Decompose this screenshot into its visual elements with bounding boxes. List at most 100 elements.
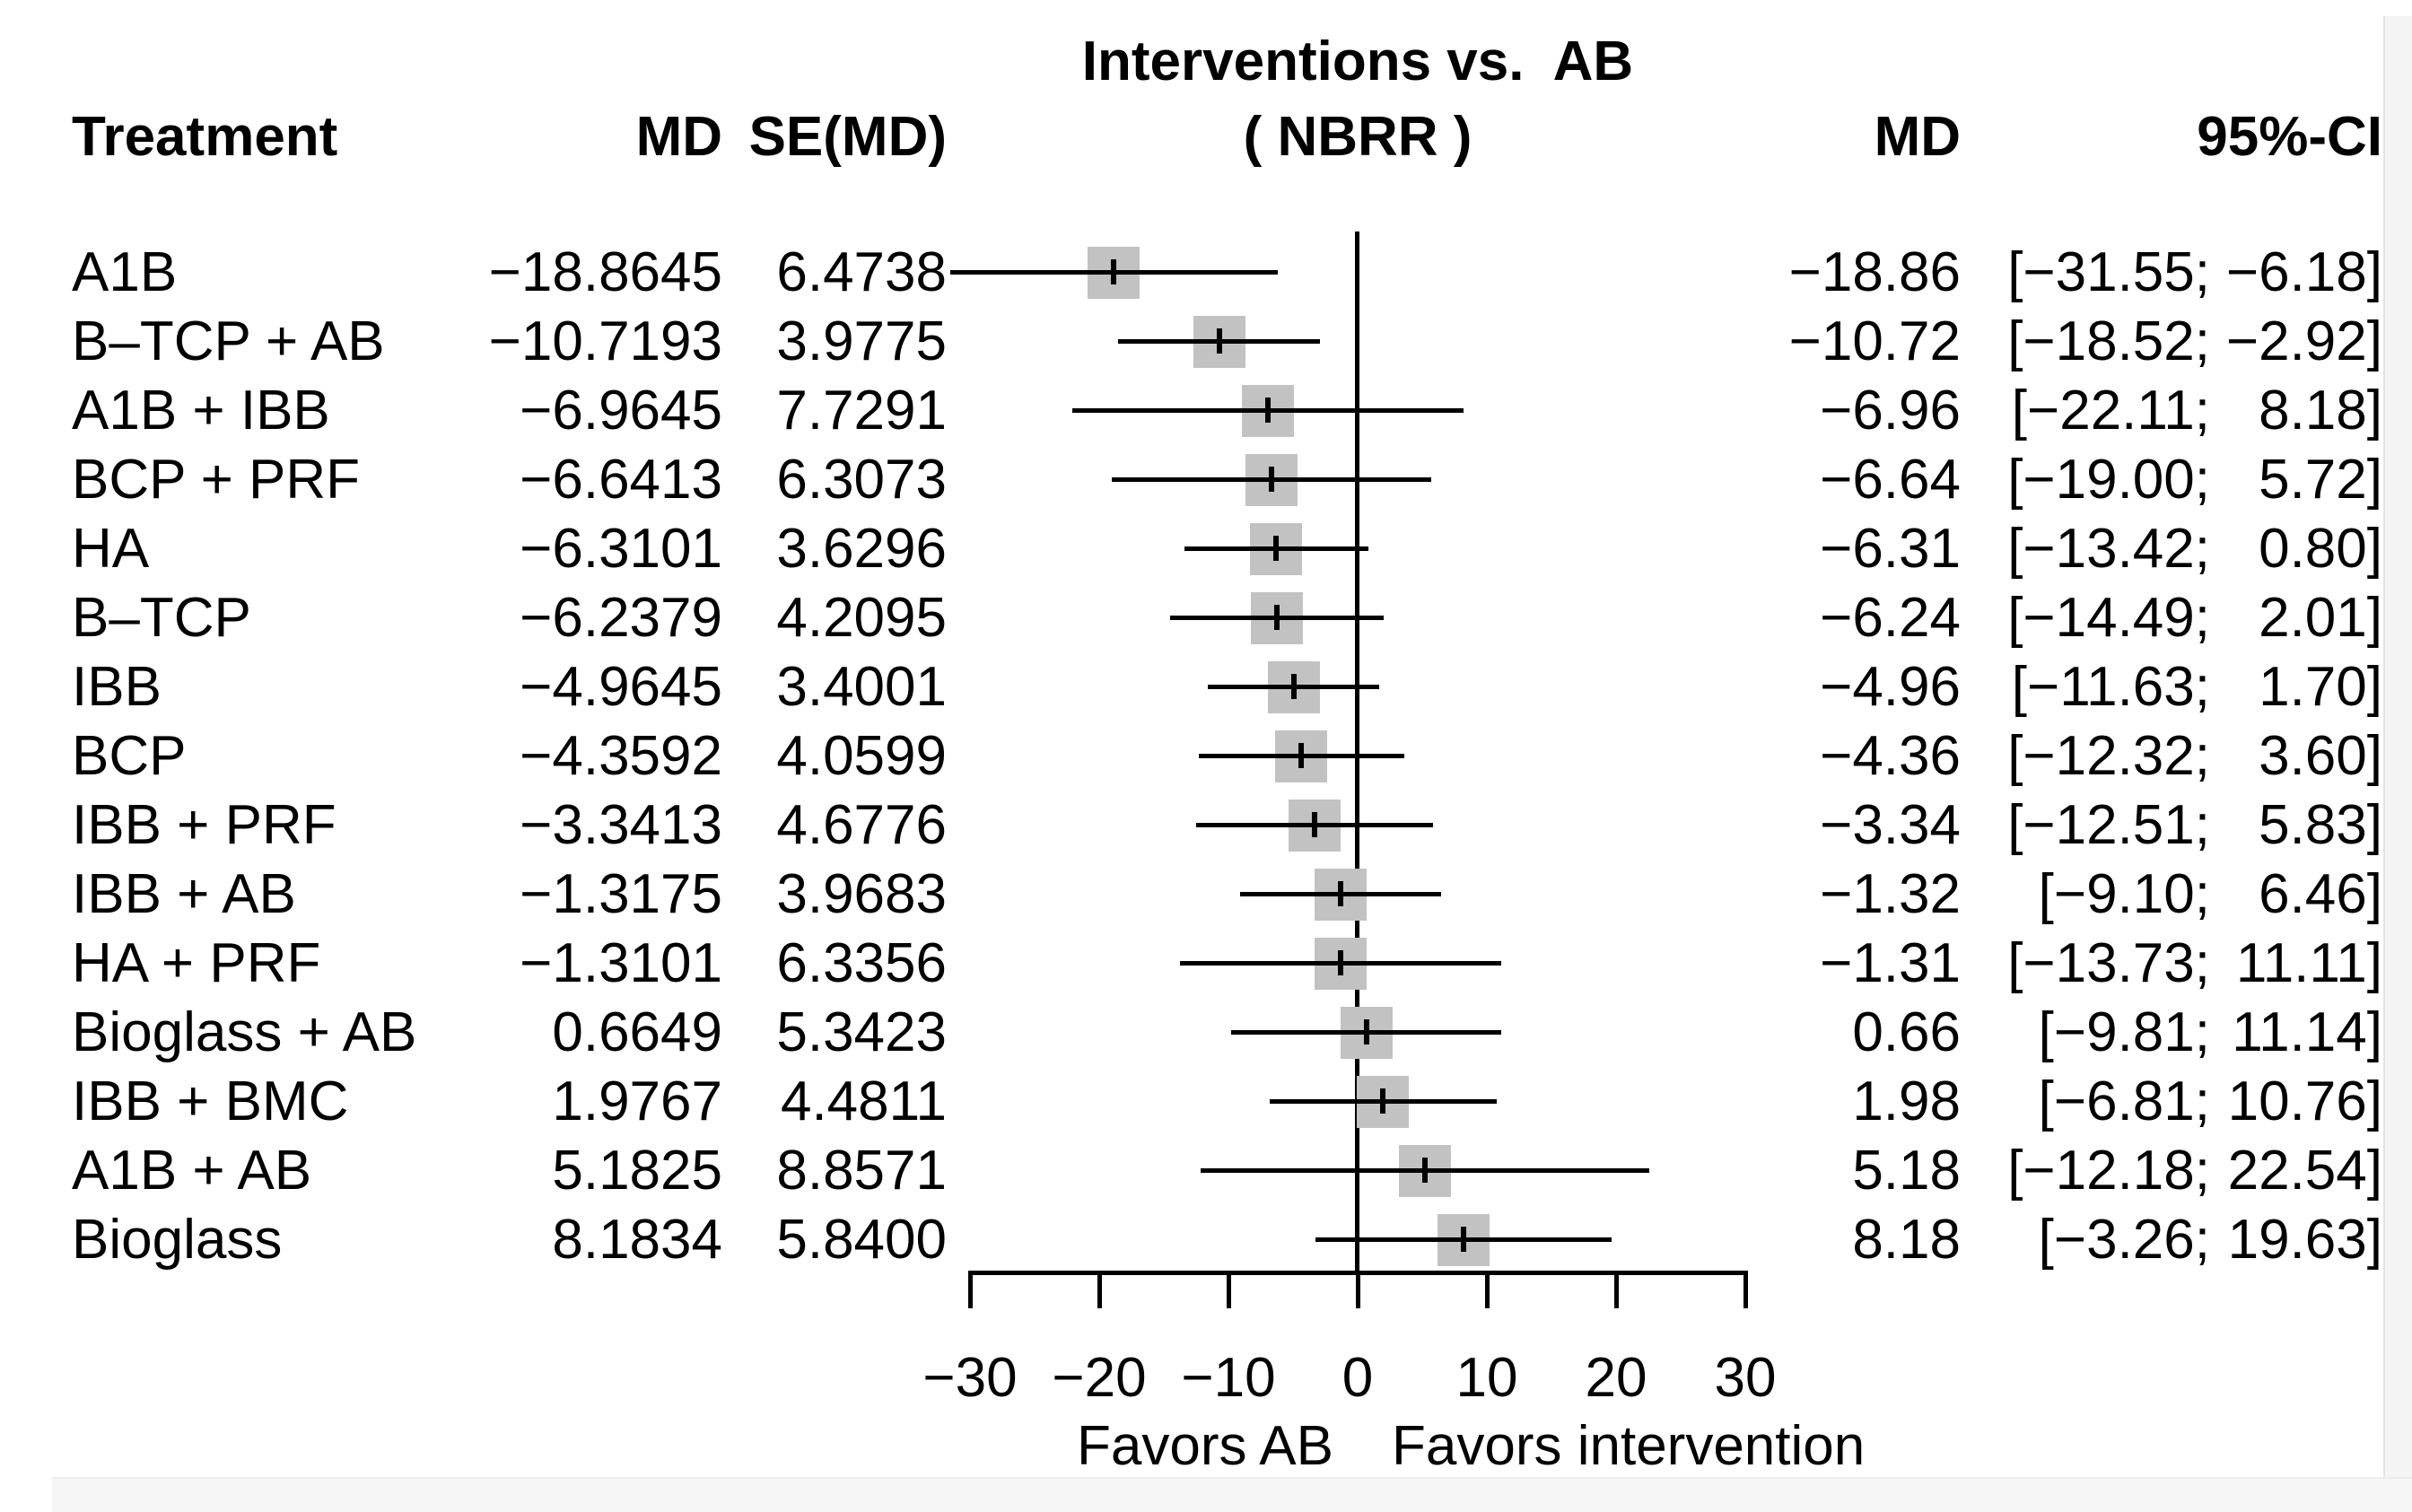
ci-upper-bound: 5.72]	[2259, 449, 2382, 511]
md-exact-value: 1.9767	[552, 1071, 722, 1132]
ci-upper-bound: 2.01]	[2259, 587, 2382, 649]
treatment-label: Bioglass	[72, 1209, 283, 1271]
ci-upper-bound: 11.11]	[2235, 932, 2382, 994]
ci-upper-bound: 10.76]	[2227, 1071, 2382, 1132]
ci-text: [−22.11; 8.18]	[1965, 376, 2382, 445]
md-exact-value: −1.3175	[520, 863, 722, 925]
md-summary-value: −1.32	[1820, 863, 1961, 925]
axis-tick-label: −20	[1052, 1347, 1147, 1409]
treatment-label: A1B + AB	[72, 1140, 312, 1202]
se-value: 6.3073	[776, 449, 947, 511]
md-exact-value: 0.6649	[552, 1001, 722, 1063]
md-exact-value: −4.9645	[520, 656, 722, 718]
ci-plot-cell	[947, 307, 1786, 376]
column-header-md-summary: MD	[1874, 106, 1961, 168]
ci-plot-cell	[947, 445, 1786, 514]
md-summary-value: −1.31	[1820, 932, 1961, 994]
ci-text: [−14.49; 2.01]	[1965, 583, 2382, 652]
effect-tick	[1264, 398, 1271, 423]
column-header-se: SE(MD)	[748, 106, 947, 168]
se-value: 3.4001	[776, 656, 947, 718]
ci-lower-bound: [−13.42;	[2007, 518, 2210, 580]
ci-upper-bound: 8.18]	[2259, 380, 2382, 441]
md-exact-value: 5.1825	[552, 1140, 722, 1202]
effect-tick	[1421, 1158, 1428, 1183]
zero-reference-line	[1355, 232, 1359, 1271]
treatment-label: A1B	[72, 241, 178, 303]
md-summary-value: −3.34	[1820, 794, 1961, 856]
ci-text: [−9.10; 6.46]	[1965, 860, 2382, 929]
ci-lower-bound: [−19.00;	[2007, 449, 2210, 511]
column-header-ci: 95%-CI	[2197, 106, 2382, 168]
ci-upper-bound: −2.92]	[2225, 310, 2382, 372]
ci-text: [−9.81; 11.14]	[1965, 998, 2382, 1067]
plot-title: Interventions vs. AB	[1081, 31, 1634, 92]
ci-lower-bound: [−9.81;	[2038, 1001, 2210, 1063]
se-value: 4.4811	[780, 1071, 947, 1132]
ci-lower-bound: [−13.73;	[2007, 932, 2210, 994]
ci-text: [−12.51; 5.83]	[1965, 791, 2382, 860]
ci-plot-cell	[947, 998, 1786, 1067]
table-row: HA −6.3101 3.6296 −6.31 [−13.42; 0.80]	[0, 514, 2412, 583]
treatment-label: B–TCP	[72, 587, 251, 649]
axis-tick	[1356, 1271, 1360, 1308]
ci-plot-cell	[947, 376, 1786, 445]
effect-tick	[1311, 812, 1317, 837]
table-row: B–TCP −6.2379 4.2095 −6.24 [−14.49; 2.01]	[0, 583, 2412, 652]
treatment-label: IBB + BMC	[72, 1071, 349, 1132]
table-row: IBB −4.9645 3.4001 −4.96 [−11.63; 1.70]	[0, 652, 2412, 721]
effect-tick	[1269, 467, 1275, 492]
ci-plot-cell	[947, 583, 1786, 652]
table-row: IBB + BMC 1.9767 4.4811 1.98 [−6.81; 10.76]	[0, 1067, 2412, 1136]
axis-tick-label: −10	[1181, 1347, 1276, 1409]
md-summary-value: −4.36	[1820, 725, 1961, 787]
se-value: 6.3356	[776, 932, 947, 994]
ci-upper-bound: 19.63]	[2227, 1209, 2382, 1271]
axis-tick	[1097, 1271, 1102, 1308]
table-row: Bioglass 8.1834 5.8400 8.18 [−3.26; 19.63]	[0, 1205, 2412, 1274]
column-header-treatment: Treatment	[72, 106, 338, 168]
table-row: Bioglass + AB 0.6649 5.3423 0.66 [−9.81; 11.1…	[0, 998, 2412, 1067]
se-value: 5.3423	[776, 1001, 947, 1063]
ci-text: [−12.32; 3.60]	[1965, 721, 2382, 791]
table-row: A1B + AB 5.1825 8.8571 5.18 [−12.18; 22.54]	[0, 1136, 2412, 1205]
ci-text: [−12.18; 22.54]	[1965, 1136, 2382, 1205]
se-value: 3.6296	[776, 518, 947, 580]
ci-upper-bound: 22.54]	[2227, 1140, 2382, 1202]
md-summary-value: 1.98	[1852, 1071, 1961, 1132]
axis-tick	[1227, 1271, 1231, 1308]
effect-tick	[1338, 950, 1344, 975]
ci-lower-bound: [−12.51;	[2007, 794, 2210, 856]
md-exact-value: −6.9645	[520, 380, 722, 441]
se-value: 4.0599	[776, 725, 947, 787]
table-row: BCP + PRF −6.6413 6.3073 −6.64 [−19.00; 5.72]	[0, 445, 2412, 514]
ci-upper-bound: 3.60]	[2259, 725, 2382, 787]
effect-tick	[1338, 881, 1344, 906]
axis-tick-label: 30	[1714, 1347, 1777, 1409]
table-row: A1B + IBB −6.9645 7.7291 −6.96 [−22.11; 8.18]	[0, 376, 2412, 445]
md-summary-value: −6.24	[1820, 587, 1961, 649]
effect-tick	[1380, 1088, 1386, 1114]
md-summary-value: −18.86	[1788, 241, 1961, 303]
ci-lower-bound: [−9.10;	[2038, 863, 2210, 925]
treatment-label: BCP	[72, 725, 187, 787]
md-exact-value: −6.6413	[520, 449, 722, 511]
ci-lower-bound: [−12.18;	[2007, 1140, 2210, 1202]
effect-tick	[1273, 536, 1280, 561]
ci-upper-bound: 0.80]	[2259, 518, 2382, 580]
ci-plot-cell	[947, 652, 1786, 721]
ci-plot-cell	[947, 238, 1786, 307]
treatment-label: HA + PRF	[72, 932, 321, 994]
effect-tick	[1363, 1019, 1369, 1044]
ci-lower-bound: [−6.81;	[2038, 1071, 2210, 1132]
ci-plot-cell	[947, 860, 1786, 929]
axis-tick-label: −30	[922, 1347, 1018, 1409]
ci-lower-bound: [−18.52;	[2007, 310, 2210, 372]
table-row: B–TCP + AB −10.7193 3.9775 −10.72 [−18.52; −2…	[0, 307, 2412, 376]
page-edge-right	[2383, 16, 2412, 1512]
axis-tick-label: 0	[1341, 1347, 1374, 1409]
favors-right-label: Favors intervention	[1392, 1415, 1866, 1477]
effect-tick	[1298, 743, 1305, 768]
md-exact-value: −18.8645	[488, 241, 722, 303]
